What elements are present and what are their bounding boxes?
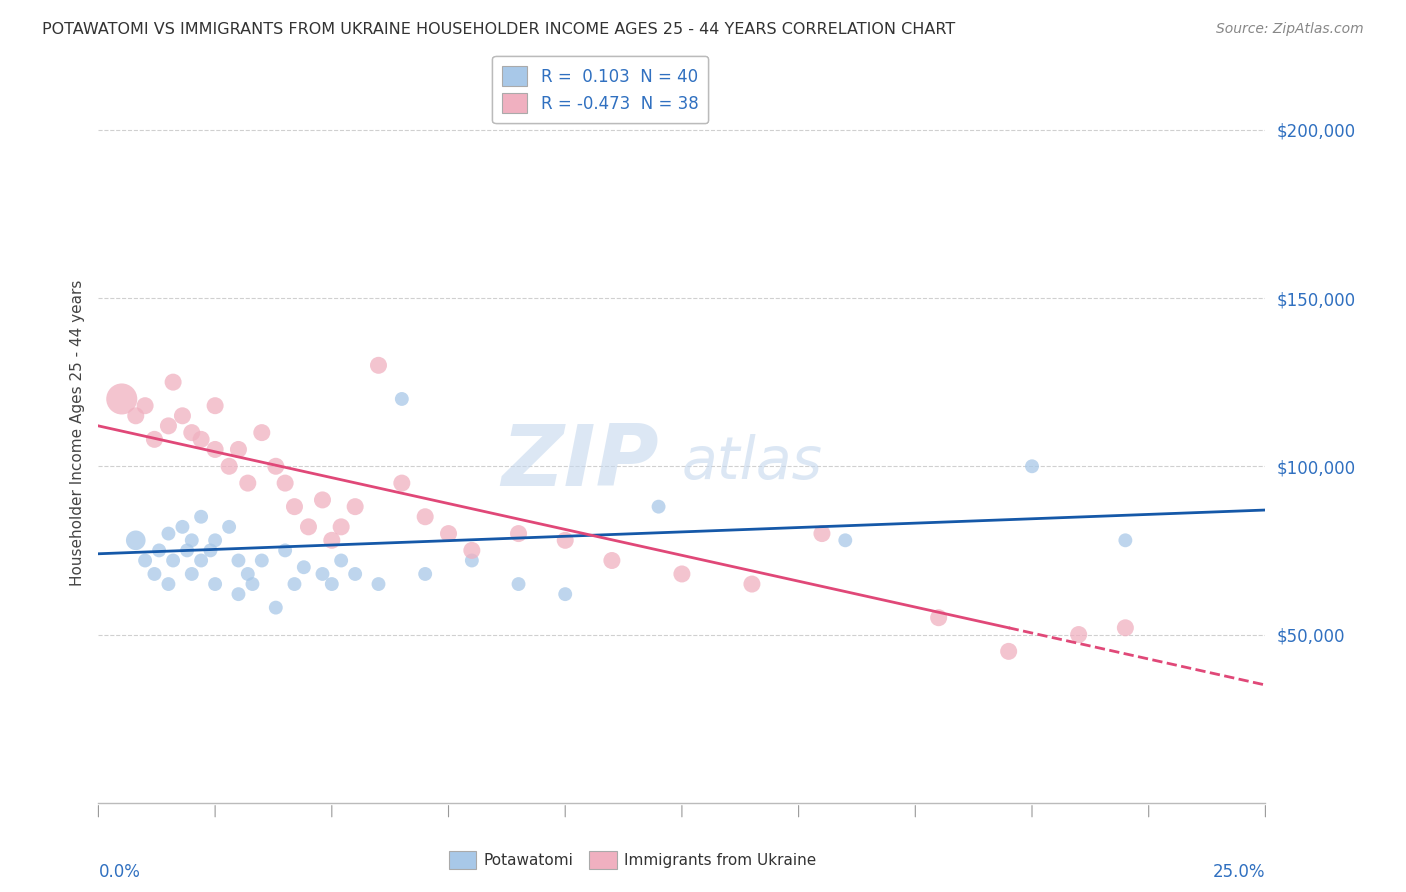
Point [204,442,226,457]
Point [250,425,273,440]
Point [157,418,180,433]
Point [190,509,212,524]
Point [413,509,436,524]
Y-axis label: Householder Income Ages 25 - 44 years: Householder Income Ages 25 - 44 years [69,279,84,586]
Point [344,566,367,581]
Point [125,533,148,548]
Text: 25.0%: 25.0% [1213,863,1265,881]
Point [461,543,484,558]
Text: 0.0%: 0.0% [98,863,141,881]
Point [391,392,413,406]
Point [180,425,202,440]
Point [204,533,226,548]
Point [162,375,184,389]
Point [647,500,669,514]
Point [1114,621,1136,635]
Point [344,500,367,514]
Point [600,553,623,567]
Point [228,587,250,601]
Point [321,577,343,591]
Point [162,553,184,567]
Point [143,433,166,447]
Point [330,553,353,567]
Point [283,500,305,514]
Legend: Potawatomi, Immigrants from Ukraine: Potawatomi, Immigrants from Ukraine [443,845,823,875]
Point [367,577,389,591]
Point [218,459,240,474]
Point [508,526,530,541]
Point [508,577,530,591]
Point [292,560,315,574]
Point [190,553,212,567]
Point [1067,627,1090,641]
Point [264,459,287,474]
Point [413,566,436,581]
Point [437,526,460,541]
Point [391,476,413,491]
Point [200,543,222,558]
Point [283,577,305,591]
Point [741,577,763,591]
Point [204,577,226,591]
Point [928,610,950,624]
Point [111,392,134,406]
Point [554,587,576,601]
Point [125,409,148,423]
Point [157,577,180,591]
Point [172,409,194,423]
Point [461,553,484,567]
Point [811,526,834,541]
Point [134,399,156,413]
Point [157,526,180,541]
Point [554,533,576,548]
Point [834,533,856,548]
Point [330,520,353,534]
Point [190,433,212,447]
Legend: R =  0.103  N = 40, R = -0.473  N = 38: R = 0.103 N = 40, R = -0.473 N = 38 [492,56,709,123]
Point [1114,533,1136,548]
Text: ZIP: ZIP [501,421,658,504]
Point [236,476,259,491]
Point [367,359,389,373]
Point [148,543,170,558]
Text: atlas: atlas [682,434,823,491]
Point [204,399,226,413]
Point [264,600,287,615]
Point [228,442,250,457]
Point [180,533,202,548]
Point [311,492,333,507]
Text: Source: ZipAtlas.com: Source: ZipAtlas.com [1216,22,1364,37]
Point [1021,459,1043,474]
Point [671,566,693,581]
Point [172,520,194,534]
Point [218,520,240,534]
Point [236,566,259,581]
Point [242,577,264,591]
Point [180,566,202,581]
Point [997,644,1019,658]
Point [297,520,319,534]
Point [228,553,250,567]
Point [250,553,273,567]
Point [311,566,333,581]
Point [134,553,156,567]
Point [143,566,166,581]
Point [321,533,343,548]
Point [274,476,297,491]
Point [274,543,297,558]
Text: POTAWATOMI VS IMMIGRANTS FROM UKRAINE HOUSEHOLDER INCOME AGES 25 - 44 YEARS CORR: POTAWATOMI VS IMMIGRANTS FROM UKRAINE HO… [42,22,956,37]
Point [176,543,198,558]
